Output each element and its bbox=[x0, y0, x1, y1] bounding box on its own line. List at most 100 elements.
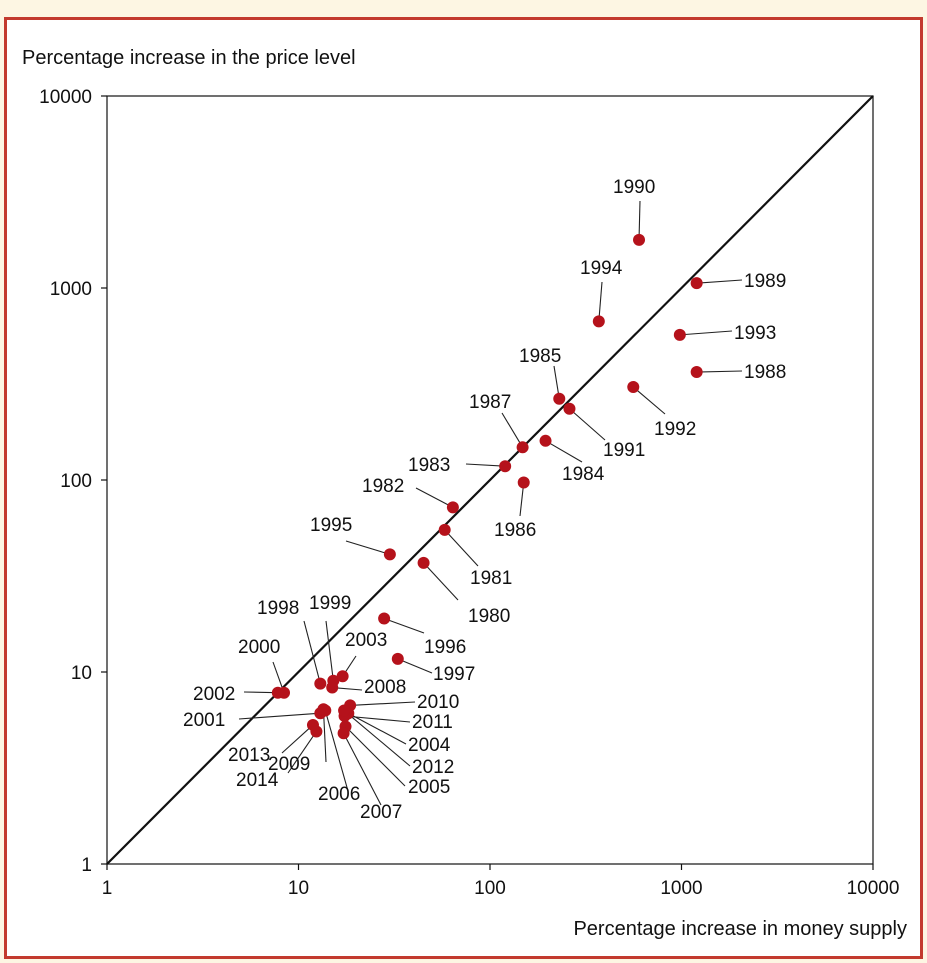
point-label: 2004 bbox=[408, 735, 451, 756]
point-label: 1985 bbox=[519, 346, 561, 367]
point-label: 1996 bbox=[424, 637, 466, 658]
leader-line bbox=[344, 715, 411, 723]
data-point bbox=[336, 670, 349, 683]
leader-line bbox=[696, 370, 743, 373]
leader-line bbox=[569, 408, 606, 441]
leader-line bbox=[324, 710, 349, 792]
point-label: 2009 bbox=[268, 754, 310, 775]
data-point bbox=[378, 612, 391, 625]
x-tick-label: 1000 bbox=[660, 878, 702, 899]
data-point bbox=[563, 402, 576, 415]
point-label: 1993 bbox=[734, 323, 776, 344]
leader-line bbox=[383, 617, 425, 634]
point-label: 2012 bbox=[412, 757, 454, 778]
leader-line bbox=[679, 330, 733, 336]
point-label: 1987 bbox=[469, 392, 511, 413]
point-label: 1981 bbox=[470, 568, 512, 589]
point-label: 1991 bbox=[603, 440, 645, 461]
leader-line bbox=[325, 620, 334, 681]
data-point bbox=[499, 460, 512, 473]
point-label: 2006 bbox=[318, 784, 360, 805]
point-label: 1988 bbox=[744, 362, 786, 383]
leader-line bbox=[345, 540, 391, 555]
point-label: 2014 bbox=[236, 770, 279, 791]
point-label: 1989 bbox=[744, 271, 786, 292]
data-point bbox=[592, 315, 605, 328]
point-label: 2005 bbox=[408, 777, 450, 798]
data-point bbox=[438, 523, 451, 536]
leader-line bbox=[343, 710, 411, 767]
point-label: 1983 bbox=[408, 455, 450, 476]
leader-line bbox=[598, 281, 603, 322]
point-label: 2003 bbox=[345, 630, 387, 651]
y-tick-label: 100 bbox=[60, 471, 92, 492]
point-label: 1982 bbox=[362, 476, 404, 497]
point-label: 1986 bbox=[494, 520, 536, 541]
data-point bbox=[271, 686, 284, 699]
data-point bbox=[417, 556, 430, 569]
point-label: 2007 bbox=[360, 802, 402, 823]
data-point bbox=[673, 328, 686, 341]
leader-line bbox=[696, 279, 743, 284]
data-point bbox=[690, 366, 703, 379]
data-point bbox=[317, 703, 330, 716]
x-axis-label: Percentage increase in money supply bbox=[573, 918, 907, 940]
leader-line bbox=[345, 726, 406, 787]
point-label: 1999 bbox=[309, 593, 351, 614]
data-point bbox=[446, 501, 459, 514]
leader-line bbox=[350, 701, 416, 706]
point-label: 1995 bbox=[310, 515, 352, 536]
point-label: 2008 bbox=[364, 677, 406, 698]
y-tick-label: 10000 bbox=[39, 87, 92, 108]
x-tick-label: 10 bbox=[288, 878, 309, 899]
y-tick-label: 10 bbox=[71, 663, 92, 684]
point-label: 1994 bbox=[580, 258, 623, 279]
chart-frame bbox=[4, 17, 923, 959]
point-label: 2002 bbox=[193, 684, 235, 705]
y-tick-label: 1000 bbox=[50, 279, 92, 300]
leader-line bbox=[638, 200, 641, 240]
data-point bbox=[383, 548, 396, 561]
leader-line bbox=[632, 386, 666, 415]
data-point bbox=[517, 476, 530, 489]
data-point bbox=[391, 652, 404, 665]
point-label: 1997 bbox=[433, 664, 475, 685]
leader-line bbox=[238, 712, 321, 720]
reference-line-45deg bbox=[106, 95, 874, 865]
y-axis-label: Percentage increase in the price level bbox=[22, 47, 356, 69]
point-label: 2010 bbox=[417, 692, 459, 713]
point-label: 1998 bbox=[257, 598, 299, 619]
leader-line bbox=[465, 463, 506, 467]
leader-line bbox=[287, 731, 317, 774]
data-point bbox=[338, 704, 351, 717]
leader-line bbox=[501, 412, 524, 448]
leader-line bbox=[397, 658, 433, 674]
data-point bbox=[337, 727, 350, 740]
data-point bbox=[690, 277, 703, 290]
point-label: 1984 bbox=[562, 464, 605, 485]
x-tick-label: 100 bbox=[474, 878, 506, 899]
point-label: 2011 bbox=[412, 712, 453, 733]
point-label: 1990 bbox=[613, 177, 655, 198]
point-label: 2001 bbox=[183, 710, 225, 731]
data-point bbox=[310, 725, 323, 738]
point-label: 1980 bbox=[468, 606, 510, 627]
data-point bbox=[539, 434, 552, 447]
point-label: 1992 bbox=[654, 419, 696, 440]
leader-line bbox=[415, 487, 454, 508]
data-point bbox=[326, 681, 339, 694]
leader-line bbox=[281, 724, 314, 754]
leader-line bbox=[423, 562, 459, 601]
data-point bbox=[516, 441, 529, 454]
data-point bbox=[553, 392, 566, 405]
data-point bbox=[633, 233, 646, 246]
x-tick-label: 1 bbox=[102, 878, 113, 899]
leader-line bbox=[303, 620, 321, 684]
y-tick-label: 1 bbox=[81, 855, 92, 876]
leader-line bbox=[545, 440, 583, 463]
x-tick-label: 10000 bbox=[847, 878, 900, 899]
point-label: 2000 bbox=[238, 637, 280, 658]
data-point bbox=[314, 677, 327, 690]
point-label: 2013 bbox=[228, 745, 270, 766]
